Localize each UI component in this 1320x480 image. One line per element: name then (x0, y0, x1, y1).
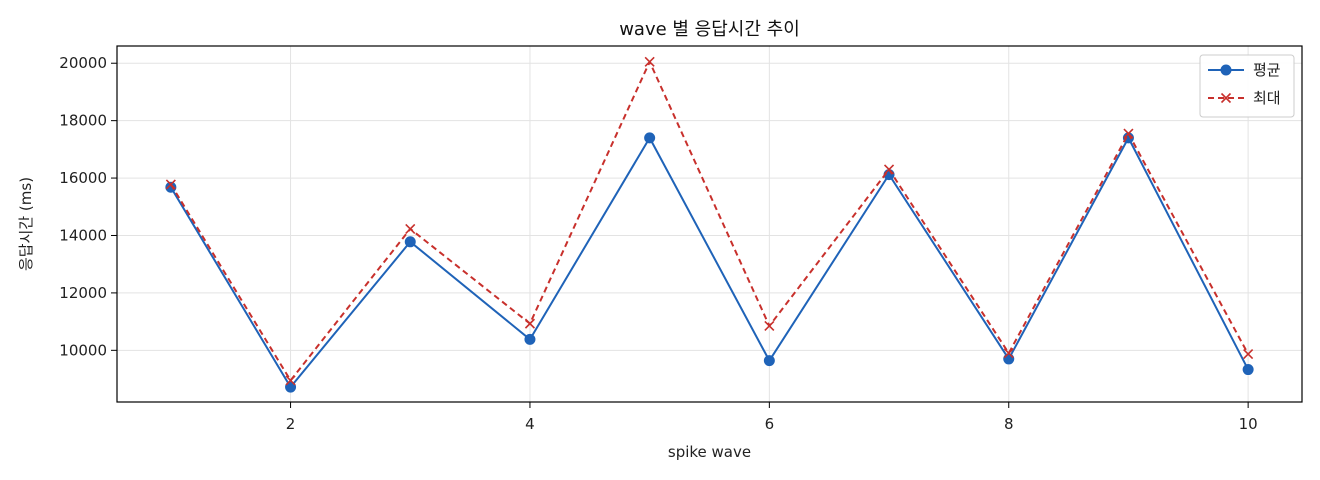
data-point (883, 164, 895, 175)
data-point (524, 333, 536, 345)
plot-frame (116, 45, 1303, 403)
y-tick-label: 18000 (59, 112, 107, 130)
data-point (764, 320, 775, 331)
x-marker-stroke (764, 320, 775, 331)
x-marker-stroke (405, 223, 416, 234)
x-marker-stroke (165, 179, 176, 190)
data-point (285, 375, 296, 386)
y-tick-label: 14000 (59, 226, 107, 244)
x-marker-stroke (524, 318, 536, 329)
series-layer (165, 56, 1254, 393)
series-2 (165, 56, 1254, 386)
axes: 2 4 6 8 10 10000 12000 14000 16000 18000 20000 (59, 54, 1257, 433)
x-marker-stroke (883, 164, 895, 175)
data-point (1242, 364, 1254, 376)
legend-marker (1220, 92, 1232, 104)
x-marker-stroke (1220, 92, 1232, 104)
x-marker-stroke (1123, 128, 1134, 139)
legend-label: 평균 (1253, 61, 1281, 79)
x-marker-stroke (1243, 348, 1254, 360)
data-point (405, 223, 416, 234)
data-point (1243, 348, 1254, 360)
legend-label: 최대 (1253, 89, 1281, 107)
x-marker-stroke (285, 375, 296, 386)
x-tick-label: 4 (525, 415, 535, 433)
data-point (1003, 353, 1015, 365)
data-point (644, 132, 656, 144)
x-tick-label: 2 (286, 415, 296, 433)
y-tick-label: 20000 (59, 54, 107, 72)
chart-title: wave 별 응답시간 추이 (619, 19, 800, 40)
data-point (644, 56, 655, 67)
data-point (1123, 128, 1134, 139)
x-tick-label: 8 (1004, 415, 1014, 433)
data-point (285, 381, 297, 393)
x-marker-stroke (644, 56, 655, 67)
series-1 (165, 132, 1254, 393)
legend-entry: 최대 (1208, 89, 1281, 107)
series-line (170, 60, 1250, 382)
x-axis-title: spike wave (668, 443, 751, 461)
data-point (1003, 348, 1014, 359)
data-point (404, 236, 416, 248)
x-marker-stroke (1003, 348, 1014, 359)
legend-entry: 평균 (1208, 61, 1281, 79)
data-point (763, 355, 775, 367)
y-tick-label: 10000 (59, 341, 107, 359)
data-point (165, 179, 176, 190)
x-tick-label: 6 (765, 415, 775, 433)
y-axis-title: 응답시간 (ms) (17, 177, 35, 271)
series-line (170, 136, 1250, 389)
grid (117, 46, 1302, 402)
y-tick-label: 12000 (59, 284, 107, 302)
x-tick-label: 10 (1239, 415, 1258, 433)
data-point (524, 318, 536, 329)
y-tick-label: 16000 (59, 169, 107, 187)
legend-marker (1220, 64, 1232, 76)
